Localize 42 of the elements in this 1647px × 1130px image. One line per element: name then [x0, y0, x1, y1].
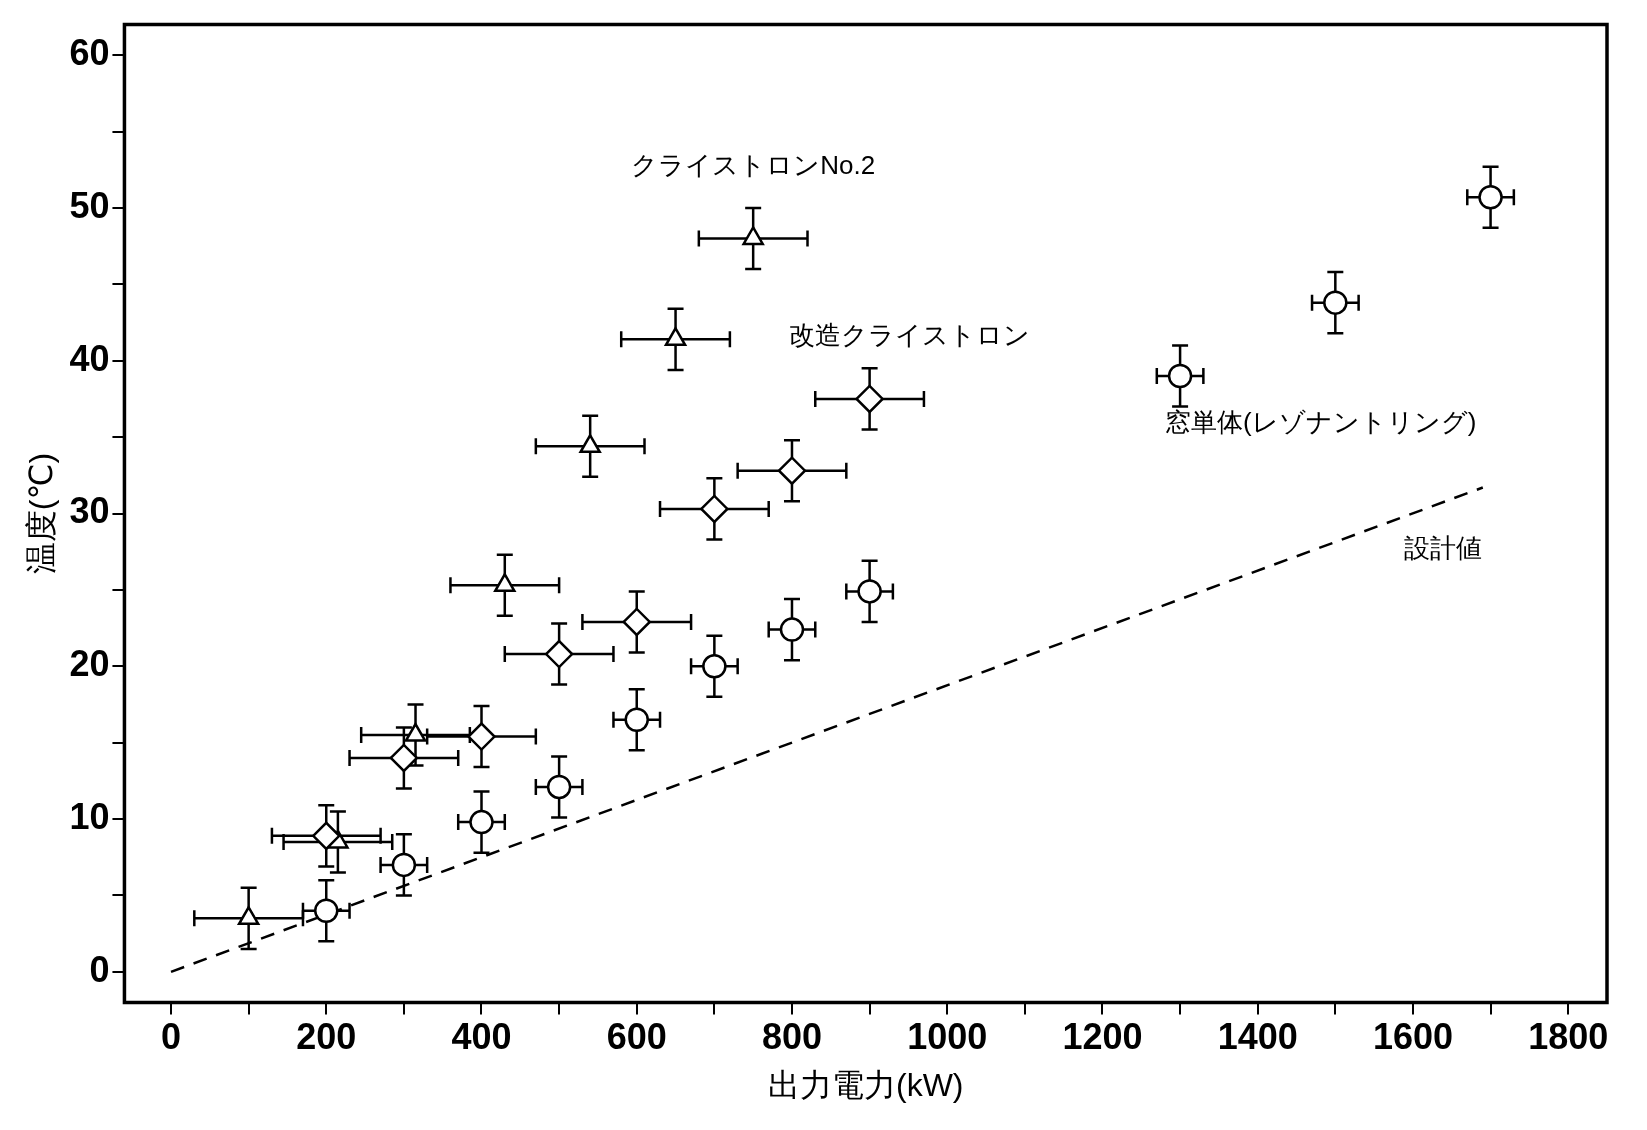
x-tick-label: 1600 [1372, 1015, 1453, 1057]
y-tick-label: 40 [69, 337, 110, 379]
x-tick-label: 0 [161, 1015, 182, 1057]
x-tick-label: 1000 [907, 1015, 988, 1057]
point [544, 639, 574, 669]
point [546, 774, 572, 800]
series-label: 設計値 [1403, 532, 1482, 563]
x-tick-label: 800 [761, 1015, 823, 1057]
point [312, 821, 341, 851]
point [857, 579, 882, 604]
text: クライストロンNo.2 [631, 149, 876, 180]
y-axis-title: 温度(℃) [23, 452, 60, 575]
x-tick-label: 1800 [1528, 1015, 1609, 1057]
y-tick-label: 30 [69, 490, 110, 532]
point [467, 722, 496, 751]
x-tick-label: 1400 [1217, 1015, 1298, 1057]
y-tick-label: 50 [69, 184, 110, 226]
point [777, 456, 807, 485]
y-tick-label: 10 [69, 795, 110, 837]
point [779, 617, 805, 642]
text: 改造クライストロン [789, 320, 1031, 351]
point [391, 852, 417, 878]
point [702, 654, 727, 679]
point [1323, 290, 1348, 315]
y-tick-label: 0 [89, 948, 110, 990]
x-tick-label: 400 [451, 1015, 512, 1057]
point [855, 384, 884, 414]
point [700, 494, 729, 524]
x-tick-label: 200 [296, 1015, 357, 1057]
point [1167, 363, 1193, 389]
y-tick-label: 60 [69, 32, 110, 74]
x-tick-label: 600 [606, 1015, 667, 1057]
y-tick-label: 20 [69, 643, 110, 685]
point [314, 898, 339, 923]
x-axis-title: 出力電力(kW) [767, 1066, 964, 1103]
series-label: 窓単体(レゾナントリング) [1165, 407, 1477, 438]
point [624, 707, 649, 733]
point [389, 743, 419, 773]
point [1478, 184, 1503, 210]
x-tick-label: 1200 [1062, 1015, 1143, 1057]
point [622, 607, 651, 637]
point [469, 809, 494, 835]
